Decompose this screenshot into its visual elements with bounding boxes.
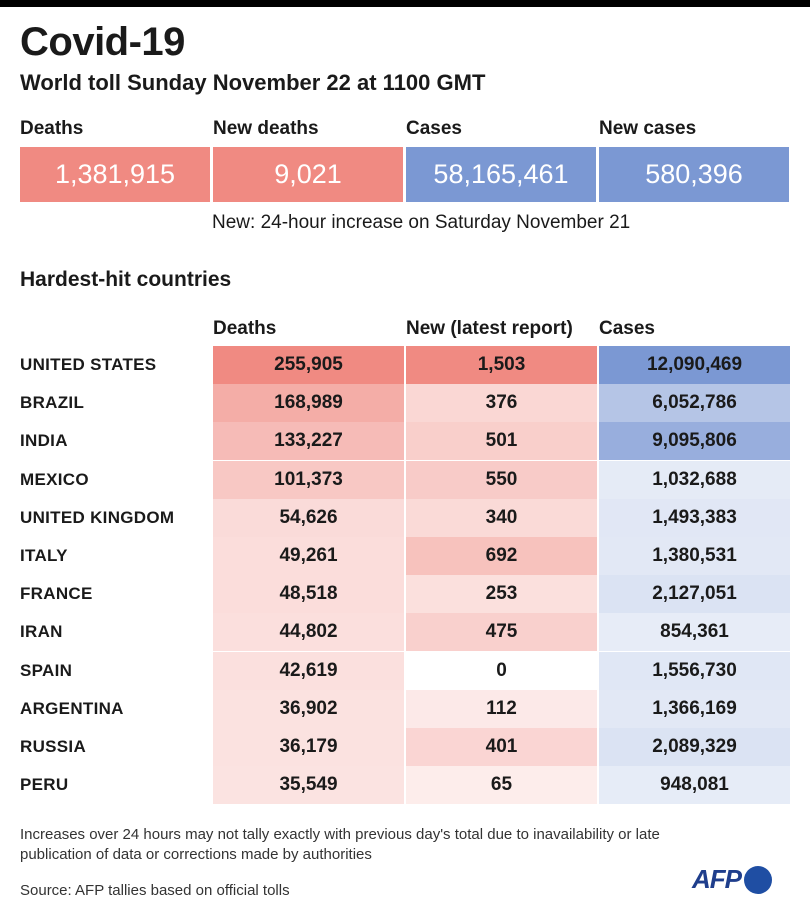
page-title: Covid-19 [20,20,185,64]
deaths-cell: 36,179 [213,728,404,766]
summary-value-new-deaths: 9,021 [213,147,403,202]
deaths-cell: 255,905 [213,346,404,384]
cases-cell: 948,081 [599,766,790,805]
country-name: UNITED STATES [20,355,157,374]
deaths-cell: 35,549 [213,766,404,805]
new-cell: 65 [406,766,597,805]
column-header-deaths: Deaths [213,318,277,339]
table-row: PERU 35,549 65 948,081 [0,766,810,805]
cases-cell: 6,052,786 [599,384,790,423]
new-cell: 550 [406,460,597,499]
source-note: Source: AFP tallies based on official to… [20,882,290,899]
country-name: PERU [20,775,69,795]
deaths-cell: 101,373 [213,460,404,499]
section-title: Hardest-hit countries [20,268,232,291]
top-bar [0,0,810,7]
cases-cell: 12,090,469 [599,346,790,384]
summary-label-new-cases: New cases [599,118,697,139]
new-cell: 501 [406,422,597,461]
deaths-cell: 42,619 [213,651,404,690]
country-name: MEXICO [20,469,89,489]
table-row: BRAZIL 168,989 376 6,052,786 [0,384,810,423]
new-cell: 376 [406,384,597,423]
country-name: ITALY [20,546,68,565]
afp-logo-text: AFP [692,864,742,894]
table-row: ARGENTINA 36,902 112 1,366,169 [0,689,810,728]
summary-value-deaths: 1,381,915 [20,147,210,202]
cases-cell: 1,366,169 [599,689,790,728]
new-cell: 112 [406,689,597,728]
cases-cell: 2,089,329 [599,728,790,766]
cases-cell: 1,380,531 [599,537,790,575]
country-name: IRAN [20,622,63,642]
table-row: ITALY 49,261 692 1,380,531 [0,537,810,575]
table-row: UNITED STATES 255,905 1,503 12,090,469 [0,346,810,384]
deaths-cell: 48,518 [213,575,404,614]
cases-cell: 854,361 [599,613,790,652]
column-header-cases: Cases [599,318,655,339]
table-row: SPAIN 42,619 0 1,556,730 [0,651,810,690]
country-name: FRANCE [20,584,93,604]
table-row: INDIA 133,227 501 9,095,806 [0,422,810,461]
summary-value-new-cases: 580,396 [599,147,789,202]
table-row: MEXICO 101,373 550 1,032,688 [0,460,810,499]
summary-label-new-deaths: New deaths [213,118,319,139]
country-name: ARGENTINA [20,698,124,718]
table-row: IRAN 44,802 475 854,361 [0,613,810,652]
country-name: SPAIN [20,660,73,680]
new-cell: 0 [406,651,597,690]
deaths-cell: 36,902 [213,689,404,728]
footnote: Increases over 24 hours may not tally ex… [20,826,660,863]
cases-cell: 2,127,051 [599,575,790,614]
column-header-new: New (latest report) [406,318,573,339]
new-cell: 692 [406,537,597,575]
cases-cell: 1,032,688 [599,460,790,499]
new-cell: 401 [406,728,597,766]
country-name: INDIA [20,431,68,451]
afp-logo-dot-icon [744,865,772,894]
table-row: RUSSIA 36,179 401 2,089,329 [0,728,810,766]
deaths-cell: 54,626 [213,498,404,537]
new-definition-note: New: 24-hour increase on Saturday Novemb… [212,212,631,233]
summary-value-cases: 58,165,461 [406,147,596,202]
table-row: FRANCE 48,518 253 2,127,051 [0,575,810,614]
new-cell: 475 [406,613,597,652]
deaths-cell: 49,261 [213,537,404,575]
new-cell: 253 [406,575,597,614]
cases-cell: 1,493,383 [599,498,790,537]
summary-label-deaths: Deaths [20,118,84,139]
page-subtitle: World toll Sunday November 22 at 1100 GM… [20,70,486,95]
cases-cell: 9,095,806 [599,422,790,461]
summary-label-cases: Cases [406,118,462,139]
country-name: BRAZIL [20,393,85,413]
cases-cell: 1,556,730 [599,651,790,690]
new-cell: 340 [406,498,597,537]
country-name: UNITED KINGDOM [20,507,175,527]
table-row: UNITED KINGDOM 54,626 340 1,493,383 [0,498,810,537]
deaths-cell: 133,227 [213,422,404,461]
country-name: RUSSIA [20,737,87,756]
deaths-cell: 44,802 [213,613,404,652]
new-cell: 1,503 [406,346,597,384]
deaths-cell: 168,989 [213,384,404,423]
afp-logo: AFP [692,864,772,895]
